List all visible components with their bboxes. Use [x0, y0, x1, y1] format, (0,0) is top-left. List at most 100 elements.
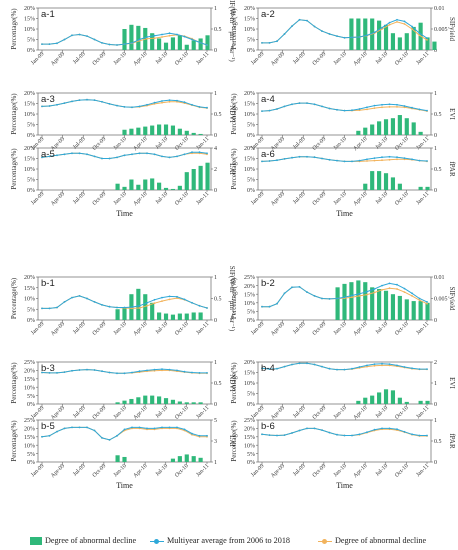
bar — [184, 313, 189, 320]
blue-series-line — [42, 295, 208, 309]
right-tick-label: 0.5 — [434, 439, 442, 445]
right-tick-label: 0.5 — [434, 112, 442, 118]
blue-series-point — [183, 370, 186, 373]
bar — [363, 397, 368, 404]
x-tick-label: Jul-10 — [375, 463, 390, 478]
left-tick-label: 15% — [24, 286, 35, 292]
bar — [418, 131, 423, 135]
right-axis-label: EVI — [448, 377, 456, 389]
orange-series-point — [138, 307, 141, 309]
blue-series-point — [418, 108, 421, 111]
bar — [425, 37, 430, 50]
left-tick-label: 0% — [247, 48, 255, 54]
bar — [122, 400, 127, 404]
left-tick-label: 15% — [24, 102, 35, 108]
blue-series-point — [321, 297, 323, 300]
orange-series-point — [366, 160, 368, 162]
bar — [356, 18, 361, 50]
x-tick-label: Jul-09 — [292, 321, 307, 336]
x-tick-label: Apr-10 — [133, 321, 149, 337]
left-tick-label: 5% — [27, 394, 35, 400]
panel-a-2: 0% 5% 10% 15% 20% 0 0.005 0.01 Percentage(%) SIFy… — [230, 6, 456, 67]
x-tick-label: Jan-11 — [195, 191, 210, 206]
right-axis-label: SIF(W·m⁻²·μm⁻¹·sr⁻¹) — [228, 266, 236, 332]
left-tick-label: 5% — [27, 307, 35, 313]
bar — [418, 301, 423, 320]
right-tick-label: 1 — [214, 6, 217, 12]
blue-series-point — [426, 37, 428, 40]
x-tick-label: Apr-09 — [50, 321, 66, 337]
left-tick-label: 5% — [27, 452, 35, 458]
x-tick-label: Jan-10 — [113, 51, 128, 66]
orange-series-point — [396, 158, 398, 161]
x-tick-label: Jan-11 — [195, 405, 210, 420]
x-tick-label: Oct-10 — [394, 136, 410, 152]
x-tick-label: Oct-10 — [394, 405, 410, 421]
panel-title: a-3 — [41, 94, 55, 105]
bar — [129, 179, 134, 190]
blue-series-point — [396, 18, 398, 21]
panel-title: a-2 — [261, 9, 275, 20]
left-tick-label: 20% — [24, 275, 35, 281]
blue-series-point — [351, 294, 353, 297]
bar — [122, 29, 127, 50]
blue-series-point — [396, 103, 398, 106]
blue-series-point — [298, 362, 301, 365]
blue-series-point — [63, 427, 66, 430]
bar — [383, 24, 389, 50]
bar — [191, 456, 196, 462]
x-tick-label: Apr-10 — [133, 191, 149, 207]
blue-series-point — [168, 295, 171, 298]
x-tick-label: Jul-10 — [375, 405, 390, 420]
blue-series-point — [108, 439, 111, 441]
blue-series-line — [261, 362, 427, 371]
bar — [170, 37, 176, 50]
blue-series-point — [41, 156, 43, 159]
blue-series-point — [268, 109, 271, 112]
bar — [150, 395, 155, 404]
left-axis-label: Percentage(%) — [10, 277, 18, 319]
left-axis-label: Percentage(%) — [230, 420, 238, 462]
blue-series-point — [176, 155, 178, 158]
x-tick-label: Oct-09 — [92, 321, 108, 337]
blue-series-point — [131, 306, 133, 308]
blue-series-point — [298, 155, 301, 158]
blue-series-point — [381, 156, 383, 159]
bar — [425, 302, 430, 320]
blue-series-point — [206, 152, 208, 155]
legend: Degree of abnormal decline Multiyear ave… — [0, 534, 458, 550]
blue-series-point — [306, 155, 308, 158]
right-tick-label: 0 — [214, 188, 217, 194]
bar — [205, 162, 210, 190]
x-tick-label: Oct-10 — [174, 321, 190, 337]
blue-series-point — [168, 99, 171, 101]
legend-item-bars: Degree of abnormal decline — [30, 536, 136, 546]
x-tick-label: Apr-09 — [270, 321, 286, 337]
blue-series-point — [268, 434, 271, 436]
bar — [177, 456, 182, 462]
blue-series-point — [56, 103, 58, 106]
bar — [115, 402, 120, 404]
left-tick-label: 0% — [27, 402, 35, 408]
panel-title: b-1 — [41, 278, 55, 289]
x-tick-label: Jan-11 — [415, 463, 430, 478]
left-axis-label: Percentage(%) — [10, 420, 18, 462]
blue-series-point — [78, 295, 81, 297]
blue-series-point — [276, 302, 278, 305]
panel-title: a-1 — [41, 9, 55, 20]
x-tick-label: Jul-10 — [375, 191, 390, 206]
blue-series-point — [418, 159, 421, 162]
blue-series-point — [306, 291, 308, 293]
blue-series-point — [56, 430, 58, 433]
bar — [163, 313, 169, 320]
blue-series-point — [183, 298, 186, 301]
blue-series-point — [358, 108, 361, 110]
plot-frame — [37, 92, 212, 136]
left-tick-label: 5% — [27, 178, 35, 184]
panel-title: a-4 — [261, 94, 275, 105]
panel-b-2: 0% 5% 10% 15% 20% 25% 0 0.005 0.01 Percentage(%) S… — [230, 275, 456, 337]
blue-series-point — [261, 433, 263, 436]
bar — [397, 37, 402, 50]
